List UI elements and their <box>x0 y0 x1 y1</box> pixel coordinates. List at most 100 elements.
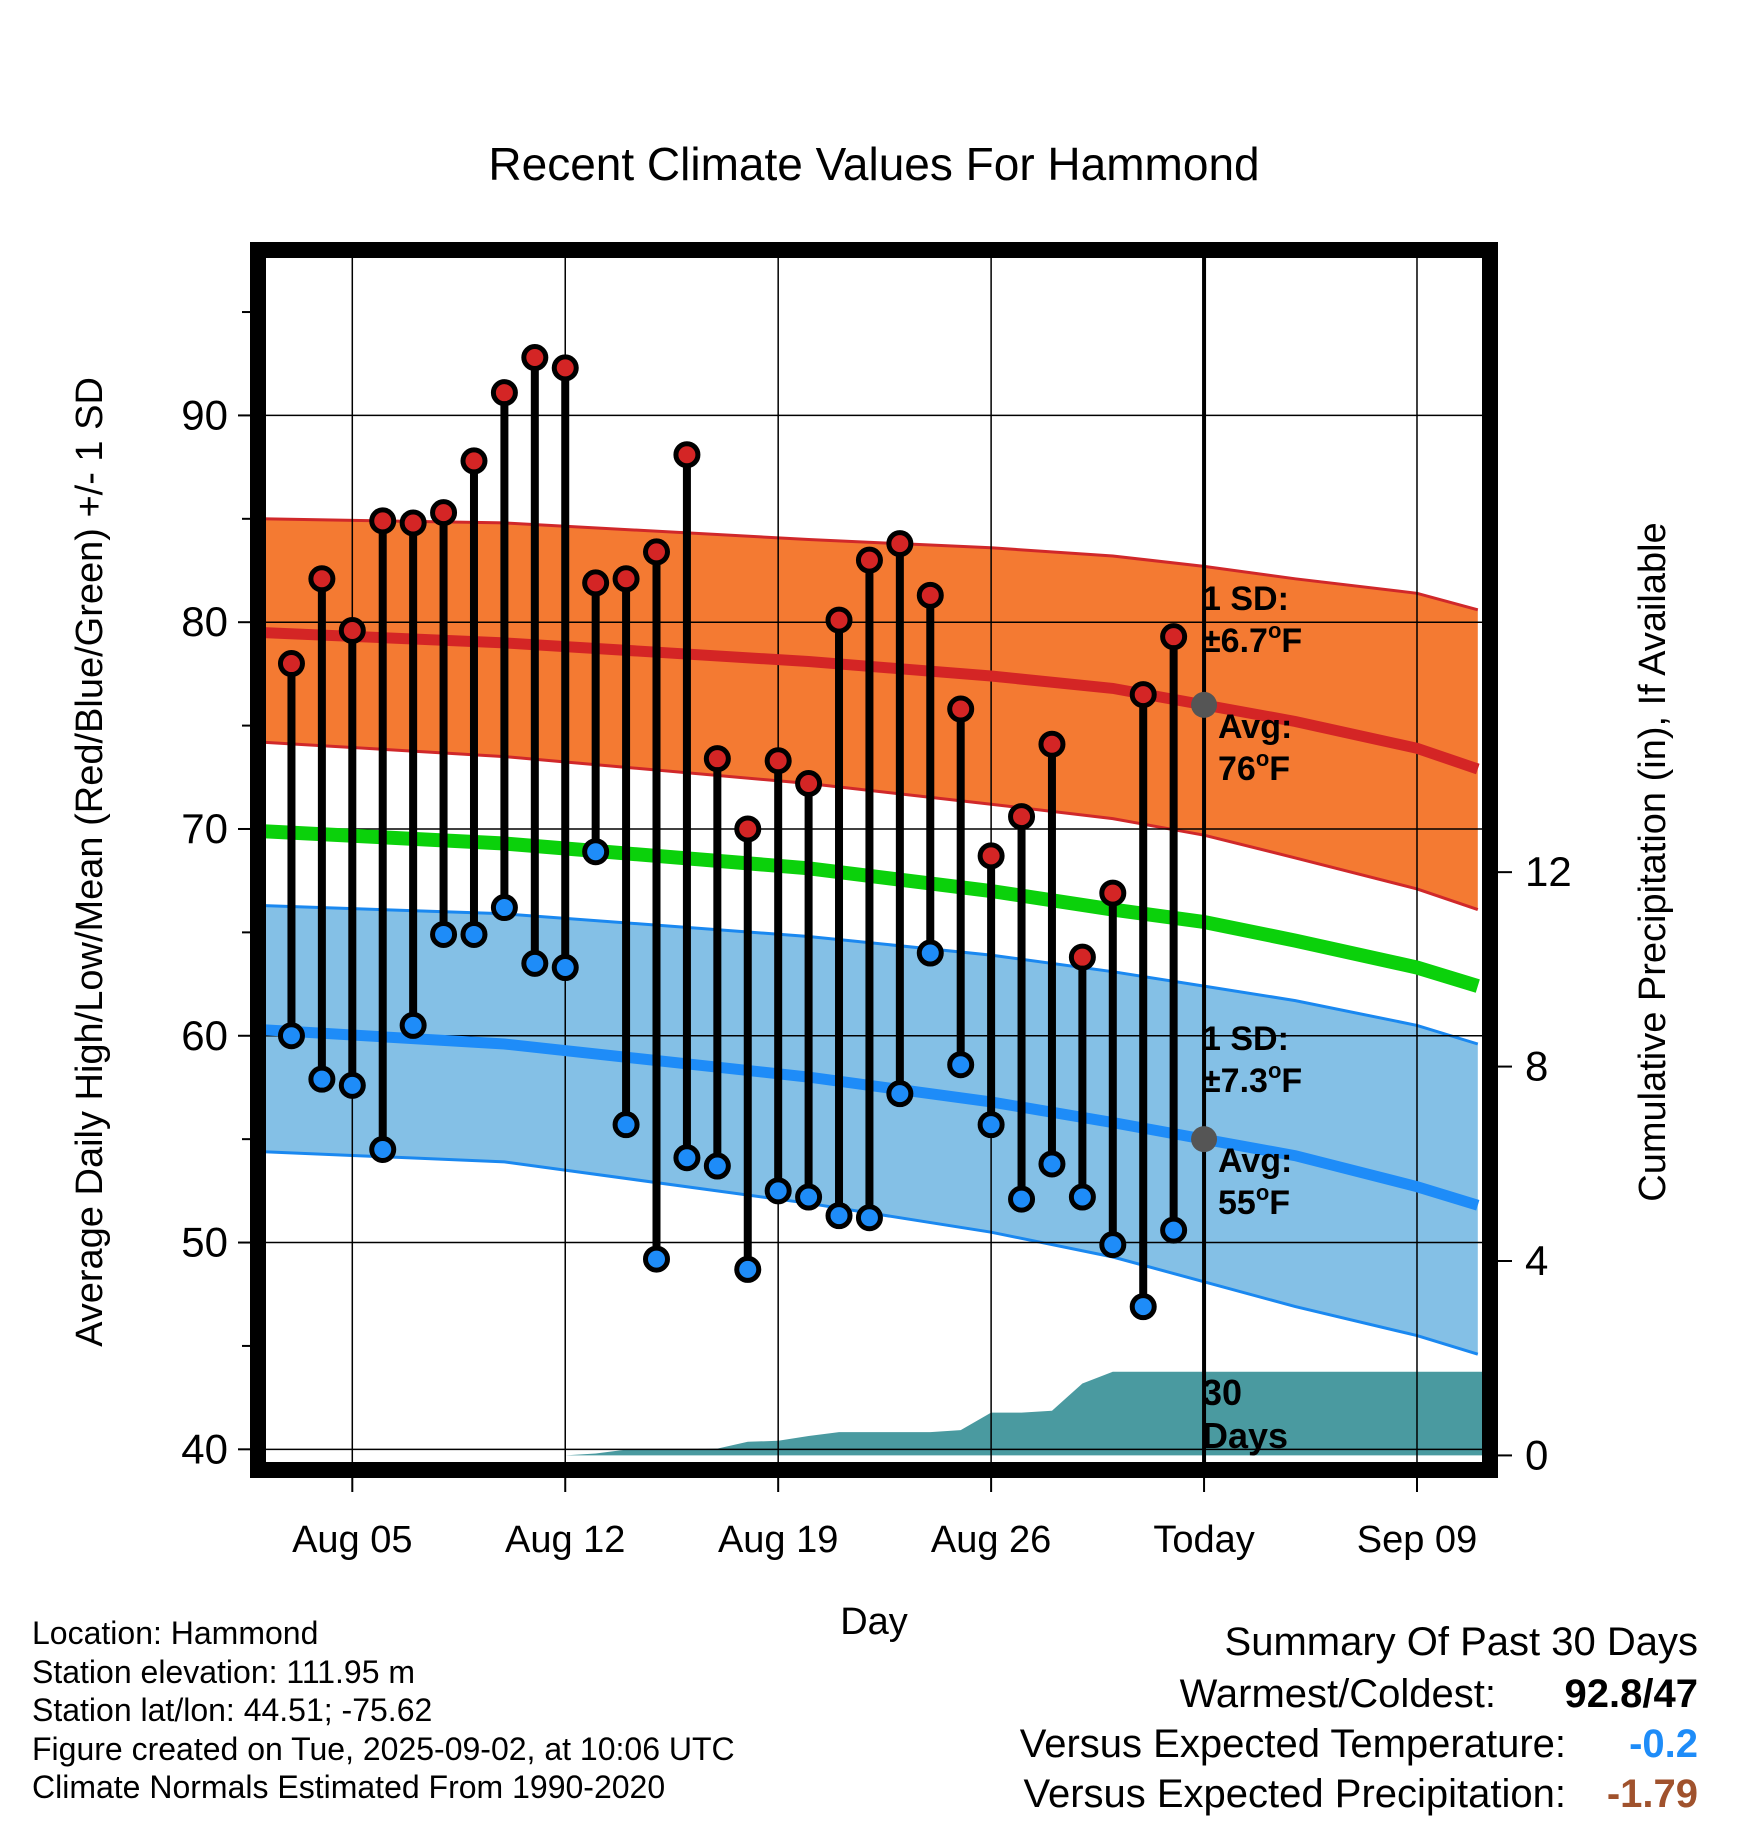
daily-low-point <box>795 1183 823 1211</box>
y-tick-label: 50 <box>181 1219 228 1266</box>
high-sd-lower-line <box>260 740 1479 912</box>
low-avg-annotation-label: Avg: <box>1218 1142 1292 1180</box>
low-sd-annotation-label: 1 SD: <box>1202 1020 1289 1058</box>
daily-high-point <box>460 447 488 475</box>
daily-low-point <box>612 1111 640 1139</box>
high-sd-upper-line <box>260 517 1479 612</box>
daily-high-point <box>673 441 701 469</box>
daily-low-point <box>277 1022 305 1050</box>
y-tick-label: 90 <box>181 391 228 438</box>
high-avg-annotation: Avg:76oF <box>1218 708 1292 788</box>
daily-high-point <box>764 747 792 775</box>
daily-high-point <box>430 499 458 527</box>
y-axis-label: Average Daily High/Low/Mean (Red/Blue/Gr… <box>69 377 111 1347</box>
daily-high-point <box>551 354 579 382</box>
daily-low-point <box>916 939 944 967</box>
daily-high-point <box>1160 623 1188 651</box>
daily-high-point <box>277 650 305 678</box>
daily-high-point <box>308 565 336 593</box>
daily-low-point <box>308 1065 336 1093</box>
daily-low-point <box>825 1202 853 1230</box>
y-tick-label: 70 <box>181 805 228 852</box>
daily-low-point <box>369 1135 397 1163</box>
high-avg-annotation-value: 76oF <box>1218 746 1290 788</box>
today-high-avg-marker <box>1191 691 1218 718</box>
high-avg-annotation-label: Avg: <box>1218 708 1292 746</box>
daily-low-point <box>642 1245 670 1273</box>
daily-low-point <box>947 1051 975 1079</box>
daily-high-point <box>734 815 762 843</box>
daily-low-point <box>1160 1216 1188 1244</box>
plot-frame <box>250 242 1498 1478</box>
daily-low-point <box>1038 1150 1066 1178</box>
daily-low-point <box>1068 1183 1096 1211</box>
days-annotation-number: 30 <box>1202 1372 1242 1413</box>
x-tick-label: Today <box>1153 1519 1254 1561</box>
normals-period: Climate Normals Estimated From 1990-2020 <box>32 1769 666 1805</box>
station-info: Location: Hammond Station elevation: 111… <box>32 1614 735 1807</box>
daily-high-point <box>582 569 610 597</box>
daily-low-point <box>430 920 458 948</box>
daily-low-point <box>977 1111 1005 1139</box>
daily-low-point <box>490 894 518 922</box>
axes: 40 50 60 70 80 90 0 4 8 12 Aug 05 Aug 12 Aug 19 Aug 2… <box>181 242 1572 1561</box>
daily-high-point <box>612 565 640 593</box>
x-tick-label: Aug 12 <box>505 1519 625 1561</box>
y2-tick-label: 0 <box>1525 1431 1548 1478</box>
station-elevation: Station elevation: 111.95 m <box>32 1653 416 1690</box>
high-sd-annotation: 1 SD:±6.7oF <box>1202 580 1302 660</box>
daily-low-point <box>551 954 579 982</box>
x-tick-label: Sep 09 <box>1357 1519 1477 1561</box>
daily-low-point <box>338 1071 366 1099</box>
high-sd-annotation-label: 1 SD: <box>1202 580 1289 618</box>
daily-high-point <box>825 606 853 634</box>
daily-low-point <box>734 1255 762 1283</box>
daily-high-point <box>1099 879 1127 907</box>
daily-low-point <box>582 838 610 866</box>
daily-high-point <box>855 546 883 574</box>
daily-high-point <box>1008 803 1036 831</box>
y-tick-label: 80 <box>181 598 228 645</box>
daily-low-point <box>399 1011 427 1039</box>
x-tick-label: Aug 19 <box>718 1519 838 1561</box>
station-location: Location: Hammond <box>32 1615 319 1651</box>
y-tick-label: 60 <box>181 1012 228 1059</box>
x-axis-label: Day <box>840 1601 908 1643</box>
y2-tick-label: 8 <box>1525 1043 1548 1090</box>
daily-high-point <box>1068 943 1096 971</box>
daily-high-point <box>521 344 549 372</box>
y-tick-label: 40 <box>181 1425 228 1472</box>
station-latlon: Station lat/lon: 44.51; -75.62 <box>32 1692 433 1728</box>
daily-low-point <box>886 1080 914 1108</box>
y2-tick-label: 12 <box>1525 848 1572 895</box>
daily-low-point <box>673 1144 701 1172</box>
x-tick-label: Aug 05 <box>292 1519 412 1561</box>
daily-high-point <box>795 769 823 797</box>
x-tick-label: Aug 26 <box>931 1519 1051 1561</box>
low-avg-annotation: Avg:55oF <box>1218 1142 1292 1222</box>
daily-low-point <box>855 1204 883 1232</box>
high-sd-annotation-value: ±6.7oF <box>1202 618 1302 660</box>
low-sd-annotation: 1 SD:±7.3oF <box>1202 1020 1302 1100</box>
precipitation-area <box>261 1371 1490 1456</box>
daily-low-point <box>460 920 488 948</box>
daily-high-point <box>1038 730 1066 758</box>
low-sd-annotation-value: ±7.3oF <box>1202 1058 1302 1100</box>
daily-high-point <box>977 842 1005 870</box>
y2-axis-label: Cumulative Precipitation (in), If Availa… <box>1632 522 1674 1201</box>
daily-high-point <box>490 379 518 407</box>
daily-high-point <box>703 745 731 773</box>
daily-high-point <box>399 509 427 537</box>
chart-title: Recent Climate Values For Hammond <box>488 138 1259 190</box>
daily-low-point <box>1099 1231 1127 1259</box>
daily-high-point <box>916 581 944 609</box>
daily-low-point <box>1008 1185 1036 1213</box>
daily-low-point <box>764 1177 792 1205</box>
daily-high-point <box>338 616 366 644</box>
daily-low-point <box>1129 1293 1157 1321</box>
daily-low-point <box>703 1152 731 1180</box>
y2-tick-label: 4 <box>1525 1237 1548 1284</box>
